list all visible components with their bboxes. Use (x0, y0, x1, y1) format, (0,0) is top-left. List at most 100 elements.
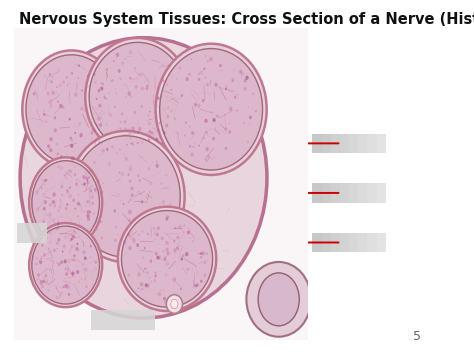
Bar (321, 134, 331, 153)
Ellipse shape (37, 93, 38, 94)
Ellipse shape (67, 233, 70, 236)
Ellipse shape (64, 284, 68, 288)
Ellipse shape (63, 286, 65, 288)
Ellipse shape (93, 212, 95, 215)
Ellipse shape (116, 152, 118, 154)
Ellipse shape (206, 82, 209, 86)
Ellipse shape (123, 65, 124, 67)
Bar (376, 183, 386, 203)
Ellipse shape (147, 114, 150, 117)
Ellipse shape (77, 194, 80, 196)
Ellipse shape (42, 193, 46, 196)
Bar (17, 223, 46, 243)
Ellipse shape (119, 127, 121, 130)
Bar (376, 233, 386, 252)
Ellipse shape (136, 243, 139, 247)
Ellipse shape (166, 261, 169, 266)
Ellipse shape (170, 109, 173, 113)
Ellipse shape (66, 203, 68, 206)
Ellipse shape (229, 107, 232, 111)
Ellipse shape (149, 259, 152, 263)
Ellipse shape (57, 225, 59, 227)
Ellipse shape (125, 242, 127, 244)
Ellipse shape (62, 250, 64, 253)
Ellipse shape (68, 170, 69, 171)
Ellipse shape (138, 234, 139, 235)
Ellipse shape (125, 157, 128, 161)
Ellipse shape (87, 183, 89, 185)
Ellipse shape (173, 117, 176, 120)
Ellipse shape (219, 116, 220, 118)
Ellipse shape (135, 85, 137, 89)
Ellipse shape (111, 79, 114, 82)
Ellipse shape (69, 82, 71, 85)
Ellipse shape (41, 187, 42, 189)
Ellipse shape (208, 158, 209, 160)
Ellipse shape (176, 78, 177, 80)
Ellipse shape (50, 259, 52, 261)
Ellipse shape (86, 286, 87, 288)
Ellipse shape (91, 128, 94, 132)
Ellipse shape (51, 88, 52, 90)
Ellipse shape (102, 182, 104, 184)
Ellipse shape (52, 76, 53, 78)
Ellipse shape (84, 278, 86, 281)
Ellipse shape (128, 173, 129, 176)
Ellipse shape (115, 88, 116, 89)
Ellipse shape (72, 192, 73, 193)
Ellipse shape (49, 203, 52, 207)
Ellipse shape (78, 180, 81, 183)
Ellipse shape (64, 259, 67, 263)
Ellipse shape (44, 200, 47, 204)
Ellipse shape (200, 280, 202, 283)
Ellipse shape (45, 281, 46, 282)
Ellipse shape (70, 239, 72, 241)
Ellipse shape (198, 73, 200, 75)
Ellipse shape (66, 189, 69, 193)
Ellipse shape (93, 73, 96, 76)
Ellipse shape (155, 255, 156, 256)
Ellipse shape (161, 129, 164, 132)
Ellipse shape (43, 225, 44, 227)
Ellipse shape (106, 68, 108, 71)
Ellipse shape (43, 110, 45, 112)
Ellipse shape (130, 199, 132, 200)
Ellipse shape (88, 176, 90, 179)
Ellipse shape (44, 278, 45, 279)
Ellipse shape (65, 272, 68, 276)
Ellipse shape (141, 200, 143, 203)
Ellipse shape (85, 38, 190, 156)
Ellipse shape (60, 185, 64, 188)
Ellipse shape (231, 80, 234, 82)
Ellipse shape (200, 70, 203, 75)
Ellipse shape (52, 176, 53, 178)
Ellipse shape (137, 191, 139, 193)
Ellipse shape (236, 109, 238, 112)
Ellipse shape (149, 111, 151, 113)
Ellipse shape (118, 194, 119, 195)
Ellipse shape (203, 68, 205, 70)
Ellipse shape (137, 272, 141, 276)
Ellipse shape (182, 254, 185, 258)
Text: 5: 5 (413, 330, 421, 343)
Ellipse shape (93, 161, 95, 164)
Ellipse shape (194, 105, 196, 108)
Ellipse shape (189, 238, 191, 239)
Ellipse shape (82, 225, 83, 228)
Ellipse shape (158, 256, 161, 260)
Ellipse shape (185, 121, 187, 124)
Ellipse shape (157, 227, 160, 230)
Ellipse shape (49, 268, 51, 271)
Ellipse shape (128, 224, 130, 226)
Ellipse shape (71, 156, 74, 161)
Ellipse shape (124, 84, 126, 85)
Ellipse shape (29, 223, 102, 307)
Ellipse shape (165, 174, 167, 177)
Ellipse shape (82, 175, 86, 179)
Ellipse shape (194, 284, 196, 286)
Ellipse shape (187, 268, 189, 271)
Ellipse shape (99, 77, 100, 78)
Ellipse shape (193, 142, 196, 145)
Ellipse shape (216, 114, 219, 118)
Ellipse shape (163, 297, 166, 301)
